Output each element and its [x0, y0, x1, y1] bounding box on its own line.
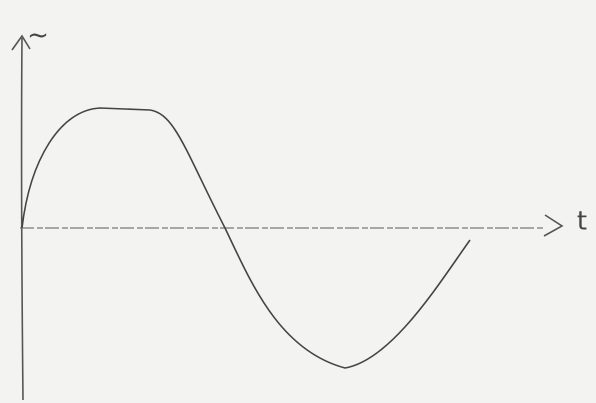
page: {"axes": {"y_label": "~", "x_label": "t"…: [0, 0, 596, 403]
y-axis-label: ~: [27, 21, 49, 51]
sketch: ~ t: [0, 0, 596, 403]
x-axis-label: t: [577, 207, 587, 237]
